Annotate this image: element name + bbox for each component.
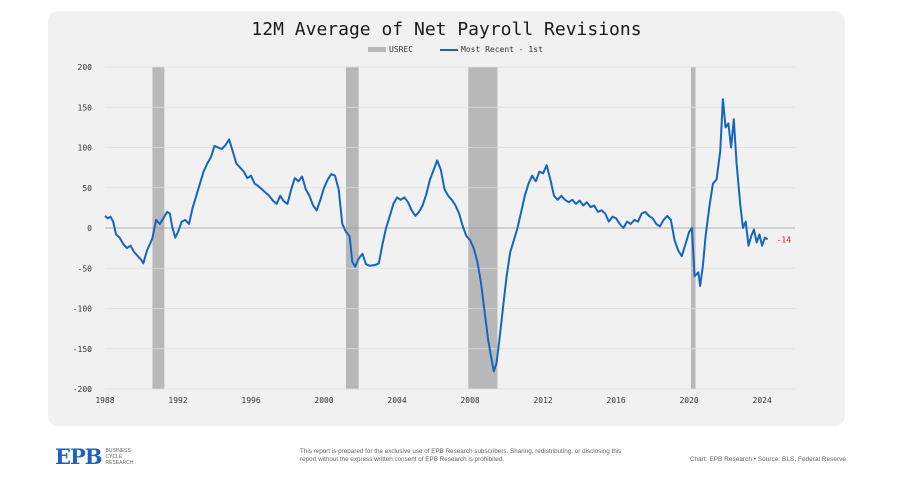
- chart-panel: [48, 11, 845, 426]
- logo-sub-line: BUSINESS: [105, 447, 131, 454]
- x-tick-label: 2012: [533, 396, 552, 405]
- legend-label-most-recent: Most Recent - 1st: [461, 45, 543, 54]
- legend-swatch-most-recent: [440, 48, 458, 51]
- legend-item-most-recent: Most Recent - 1st: [440, 45, 543, 54]
- logo-sub-line: RESEARCH: [105, 459, 134, 466]
- y-tick-label: -150: [73, 345, 92, 354]
- x-tick-label: 2016: [606, 396, 625, 405]
- legend-label-usrec: USREC: [389, 45, 414, 54]
- logo-sub-line: CYCLE: [105, 453, 123, 460]
- y-tick-label: 50: [82, 184, 92, 193]
- last-value-label: -14: [777, 235, 792, 244]
- x-tick-label: 1988: [95, 396, 114, 405]
- x-tick-label: 2008: [460, 396, 479, 405]
- x-tick-label: 1992: [168, 396, 187, 405]
- source-note: Chart: EPB Research • Source: BLS, Feder…: [689, 456, 846, 463]
- logo-mark: EPB: [55, 444, 103, 469]
- epb-logo: EPB BUSINESS CYCLE RESEARCH: [55, 444, 133, 469]
- y-tick-label: 100: [78, 144, 93, 153]
- x-tick-label: 1996: [241, 396, 260, 405]
- y-tick-label: 0: [87, 224, 92, 233]
- x-tick-label: 2000: [314, 396, 333, 405]
- x-tick-label: 2024: [753, 396, 772, 405]
- y-tick-label: -100: [73, 305, 92, 314]
- y-tick-label: -50: [78, 264, 93, 273]
- legend-item-usrec: USREC: [368, 45, 413, 54]
- x-tick-label: 2004: [387, 396, 406, 405]
- chart-title: 12M Average of Net Payroll Revisions: [251, 19, 642, 40]
- legend-swatch-usrec: [368, 47, 386, 52]
- logo-subtitle: BUSINESS CYCLE RESEARCH: [106, 448, 134, 466]
- series-line-most-recent: [104, 98, 769, 373]
- legend: USREC Most Recent - 1st: [0, 45, 900, 59]
- y-tick-label: 200: [78, 63, 93, 72]
- x-tick-label: 2020: [679, 396, 698, 405]
- disclaimer: This report is prepared for the exclusiv…: [300, 448, 622, 463]
- y-tick-label: 150: [78, 103, 93, 112]
- y-tick-label: -200: [73, 385, 92, 394]
